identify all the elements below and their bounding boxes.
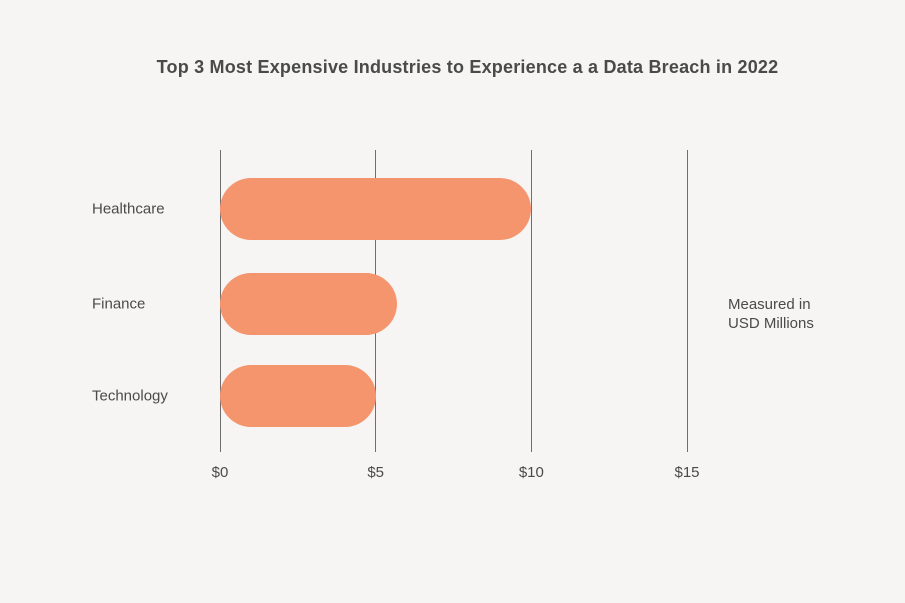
category-label: Healthcare bbox=[92, 200, 165, 218]
x-tick-label: $15 bbox=[674, 464, 700, 481]
bar-healthcare bbox=[220, 178, 532, 240]
x-tick-label: $0 bbox=[211, 464, 229, 481]
units-annotation-line1: Measured in bbox=[728, 296, 811, 313]
bar-technology bbox=[220, 365, 376, 427]
category-label: Technology bbox=[92, 387, 168, 405]
units-annotation-line2: USD Millions bbox=[728, 315, 814, 332]
units-annotation: Measured in USD Millions bbox=[728, 295, 814, 333]
gridline bbox=[686, 150, 688, 452]
chart-title: Top 3 Most Expensive Industries to Exper… bbox=[156, 57, 779, 77]
bar-finance bbox=[220, 273, 398, 335]
category-label: Finance bbox=[92, 295, 146, 313]
gridline bbox=[530, 150, 532, 452]
x-tick-label: $10 bbox=[518, 464, 544, 481]
x-tick-label: $5 bbox=[367, 464, 384, 481]
